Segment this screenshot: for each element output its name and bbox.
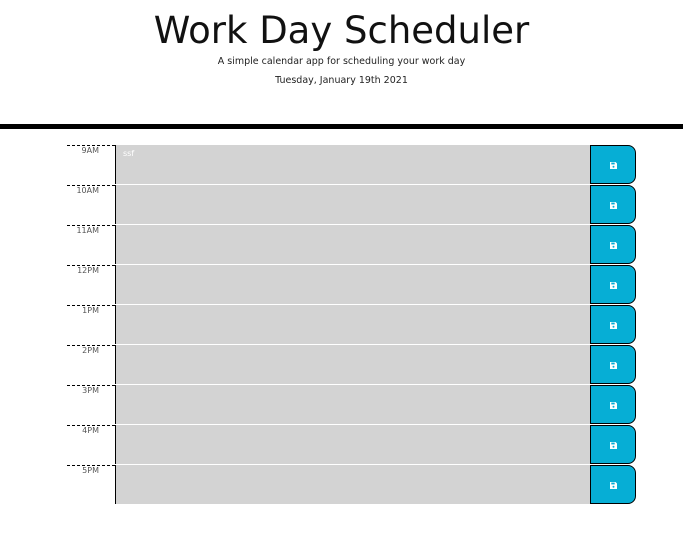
timeblock-row: 10AM bbox=[67, 185, 637, 225]
timeblock-row: 4PM bbox=[67, 425, 637, 465]
timeblock-row: 11AM bbox=[67, 225, 637, 265]
current-day: Tuesday, January 19th 2021 bbox=[275, 75, 408, 86]
event-description-input[interactable] bbox=[115, 185, 590, 224]
save-icon bbox=[610, 482, 617, 489]
hour-label: 10AM bbox=[67, 185, 115, 225]
save-icon bbox=[610, 162, 617, 169]
save-button[interactable] bbox=[590, 465, 636, 504]
save-button[interactable] bbox=[590, 225, 636, 264]
save-icon bbox=[610, 322, 617, 329]
save-button[interactable] bbox=[590, 265, 636, 304]
timeblock-list: 9AM ssf 10AM 11AM 12PM 1PM 2PM bbox=[67, 145, 637, 505]
save-button[interactable] bbox=[590, 385, 636, 424]
event-description-input[interactable] bbox=[115, 385, 590, 424]
page-subtitle: A simple calendar app for scheduling you… bbox=[217, 56, 466, 67]
event-description-input[interactable] bbox=[115, 465, 590, 504]
event-description-input[interactable] bbox=[115, 425, 590, 464]
hour-label: 2PM bbox=[67, 345, 115, 385]
hour-label: 1PM bbox=[67, 305, 115, 345]
event-description-input[interactable]: ssf bbox=[115, 145, 590, 184]
timeblock-row: 1PM bbox=[67, 305, 637, 345]
event-description-input[interactable] bbox=[115, 305, 590, 344]
save-icon bbox=[610, 442, 617, 449]
save-icon bbox=[610, 402, 617, 409]
hour-label: 9AM bbox=[67, 145, 115, 185]
timeblock-row: 9AM ssf bbox=[67, 145, 637, 185]
save-icon bbox=[610, 202, 617, 209]
save-icon bbox=[610, 362, 617, 369]
event-description-input[interactable] bbox=[115, 225, 590, 264]
event-description-input[interactable] bbox=[115, 345, 590, 384]
header-divider bbox=[0, 124, 683, 129]
timeblock-row: 12PM bbox=[67, 265, 637, 305]
save-button[interactable] bbox=[590, 145, 636, 184]
hour-label: 3PM bbox=[67, 385, 115, 425]
save-button[interactable] bbox=[590, 305, 636, 344]
timeblock-row: 3PM bbox=[67, 385, 637, 425]
hour-label: 5PM bbox=[67, 465, 115, 505]
hour-label: 4PM bbox=[67, 425, 115, 465]
hour-label: 12PM bbox=[67, 265, 115, 305]
timeblock-row: 5PM bbox=[67, 465, 637, 505]
timeblock-row: 2PM bbox=[67, 345, 637, 385]
save-icon bbox=[610, 282, 617, 289]
event-description-input[interactable] bbox=[115, 265, 590, 304]
hour-label: 11AM bbox=[67, 225, 115, 265]
save-button[interactable] bbox=[590, 425, 636, 464]
save-button[interactable] bbox=[590, 185, 636, 224]
page-title: Work Day Scheduler bbox=[153, 9, 530, 52]
header: Work Day Scheduler A simple calendar app… bbox=[0, 0, 683, 125]
save-button[interactable] bbox=[590, 345, 636, 384]
save-icon bbox=[610, 242, 617, 249]
